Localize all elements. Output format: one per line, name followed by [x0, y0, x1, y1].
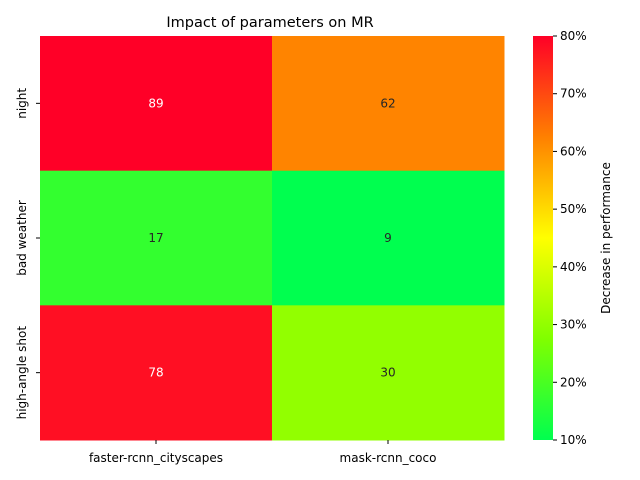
colorbar-tick-label: 10%	[560, 433, 587, 447]
colorbar-label: Decrease in performance	[599, 162, 613, 314]
heatmap-cell	[272, 36, 505, 172]
y-tick-label: high-angle shot	[15, 326, 29, 420]
cell-value-label: 30	[380, 366, 395, 380]
colorbar-tick-label: 80%	[560, 29, 587, 43]
colorbar-tick-label: 70%	[560, 87, 587, 101]
x-tick-label: faster-rcnn_cityscapes	[89, 451, 223, 465]
cell-value-label: 17	[148, 231, 163, 245]
cell-value-label: 9	[384, 231, 392, 245]
heatmap-cell	[40, 305, 273, 441]
heatmap-cell	[40, 36, 273, 172]
colorbar-tick-label: 50%	[560, 202, 587, 216]
colorbar-tick-label: 40%	[560, 260, 587, 274]
colorbar-tick-label: 60%	[560, 144, 587, 158]
heatmap-cell	[272, 170, 505, 306]
cell-value-label: 78	[148, 366, 163, 380]
cell-value-label: 62	[380, 96, 395, 110]
heatmap-cell	[272, 305, 505, 441]
chart-title: Impact of parameters on MR	[166, 15, 373, 31]
colorbar-tick-label: 20%	[560, 375, 587, 389]
cell-value-label: 89	[148, 96, 163, 110]
y-tick-label: night	[15, 88, 29, 119]
heatmap-cell	[40, 170, 273, 306]
x-tick-label: mask-rcnn_coco	[340, 451, 437, 465]
colorbar	[533, 36, 553, 440]
colorbar-tick-label: 30%	[560, 318, 587, 332]
y-tick-label: bad weather	[15, 200, 29, 276]
